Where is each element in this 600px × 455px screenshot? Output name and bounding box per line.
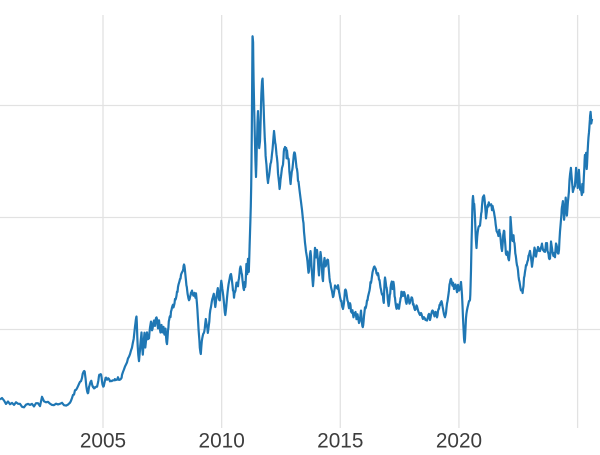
- svg-text:2005: 2005: [80, 430, 126, 450]
- svg-text:2020: 2020: [436, 430, 482, 450]
- svg-text:2010: 2010: [199, 430, 245, 450]
- svg-text:2015: 2015: [317, 430, 363, 450]
